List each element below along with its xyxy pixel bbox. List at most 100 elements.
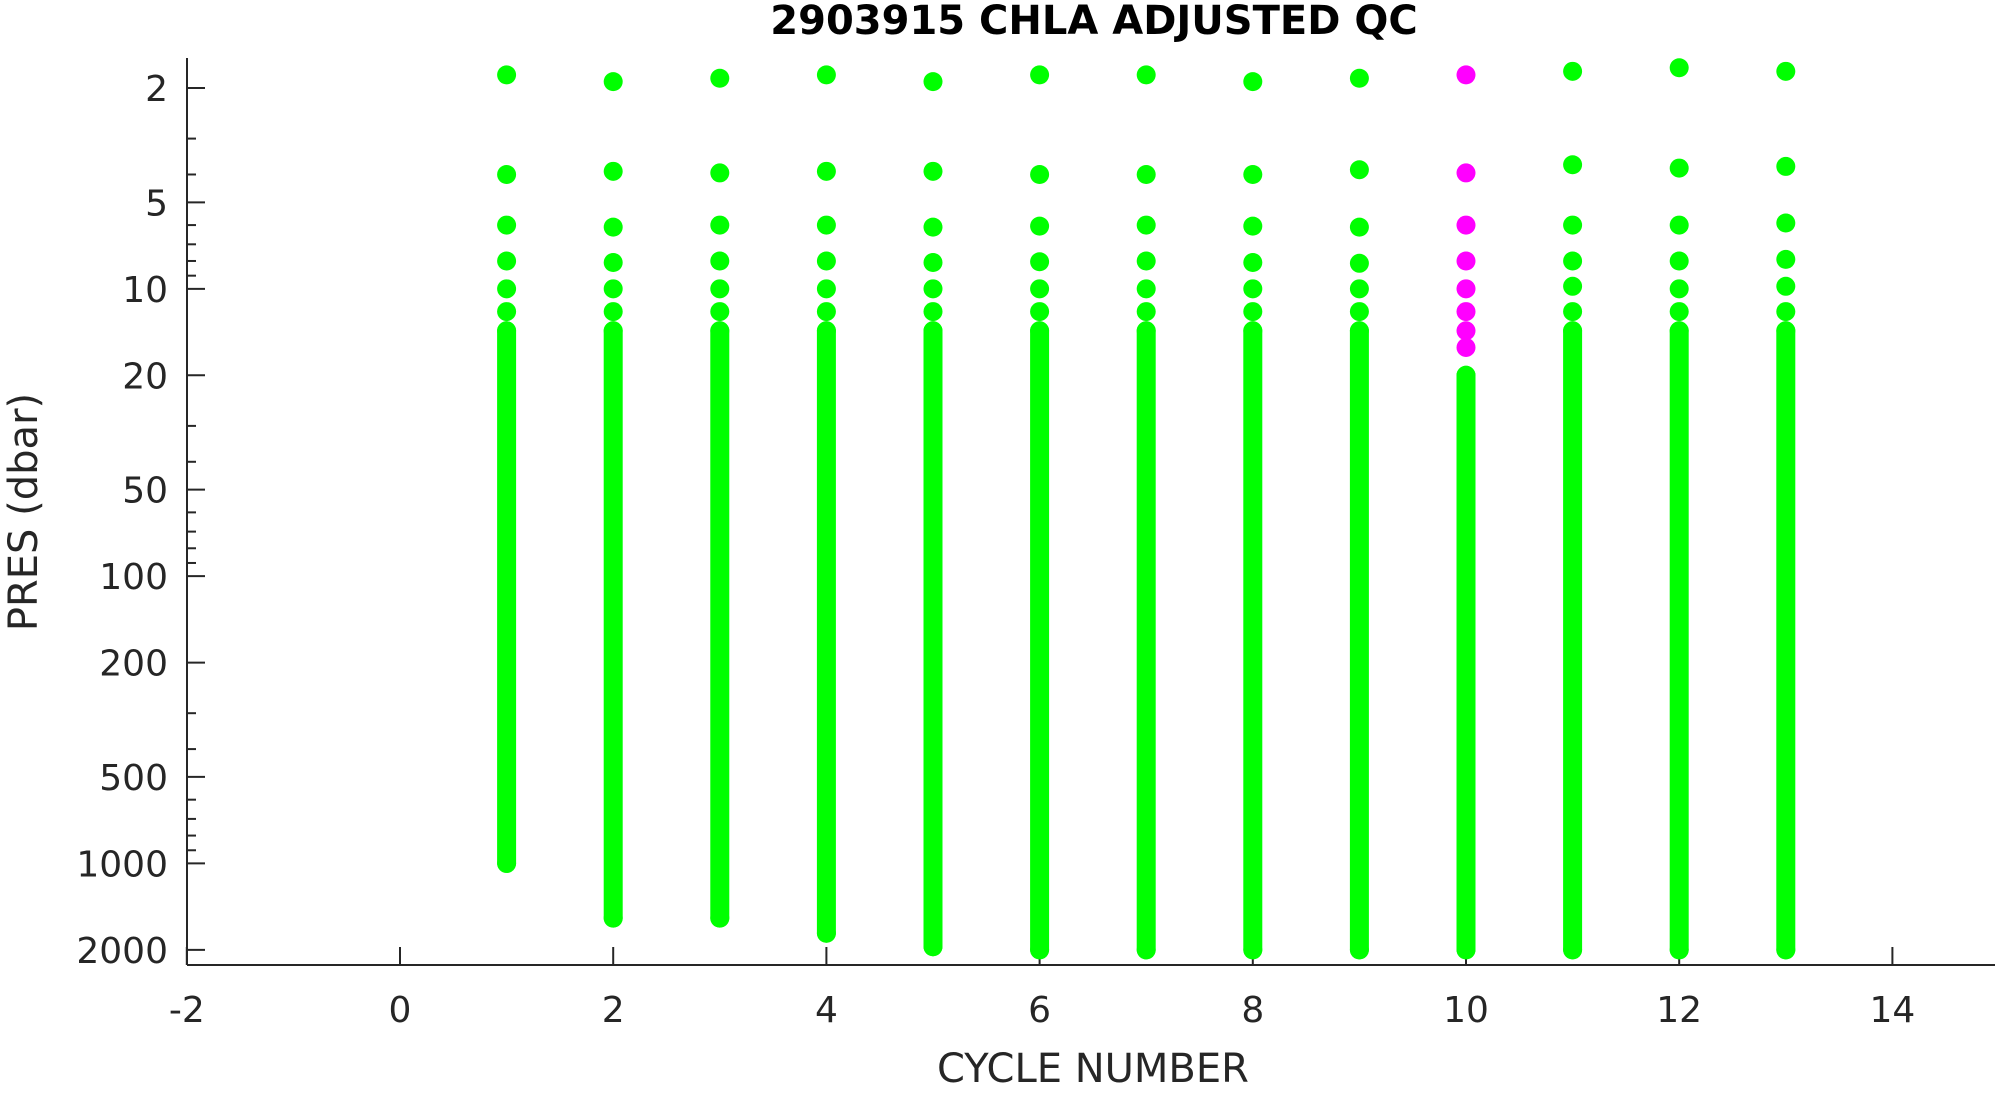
data-point (603, 217, 623, 237)
data-point (497, 321, 517, 341)
data-point (1669, 58, 1689, 78)
data-point (1456, 163, 1476, 183)
data-point (1349, 302, 1369, 322)
data-point (1669, 251, 1689, 271)
data-point (1349, 217, 1369, 237)
data-point (1669, 215, 1689, 235)
data-point (603, 302, 623, 322)
data-point (1136, 215, 1156, 235)
data-point (1563, 251, 1583, 271)
data-point (1030, 940, 1050, 960)
data-point (923, 302, 943, 322)
data-point (1243, 253, 1263, 273)
data-point (1243, 940, 1263, 960)
data-point (816, 321, 836, 341)
data-point (923, 217, 943, 237)
x-axis-ticks: -2 0 2 4 6 8 10 12 14 (169, 947, 1915, 1031)
data-point (1030, 321, 1050, 341)
data-point (1136, 321, 1156, 341)
data-point (1456, 940, 1476, 960)
data-point (603, 908, 623, 928)
data-point (603, 161, 623, 181)
chart-title: 2903915 CHLA ADJUSTED QC (770, 0, 1417, 44)
data-point (710, 163, 730, 183)
data-point (1349, 253, 1369, 273)
y-tick-label: 2 (145, 69, 168, 110)
data-point (1243, 72, 1263, 92)
y-tick-label: 5 (145, 183, 168, 224)
data-point (1136, 164, 1156, 184)
data-point (497, 853, 517, 873)
y-tick-label: 2000 (76, 931, 168, 972)
data-point (923, 161, 943, 181)
data-point (710, 279, 730, 299)
data-point (1776, 321, 1796, 341)
data-point (816, 161, 836, 181)
data-point (497, 215, 517, 235)
data-point (1136, 251, 1156, 271)
data-point (1669, 940, 1689, 960)
data-point (1349, 68, 1369, 88)
data-point (1456, 279, 1476, 299)
data-point (1456, 302, 1476, 322)
data-point (1563, 940, 1583, 960)
data-point (710, 302, 730, 322)
y-tick-label: 20 (122, 356, 168, 397)
data-point (1563, 302, 1583, 322)
x-tick-label: 10 (1443, 990, 1489, 1031)
data-point (816, 251, 836, 271)
data-point (1349, 940, 1369, 960)
data-point (497, 164, 517, 184)
data-point (497, 65, 517, 85)
x-tick-label: 12 (1656, 990, 1702, 1031)
data-point (816, 302, 836, 322)
y-tick-label: 10 (122, 270, 168, 311)
data-point (1776, 940, 1796, 960)
data-point (1136, 940, 1156, 960)
data-point (1349, 160, 1369, 180)
data-point (923, 72, 943, 92)
data-point (1243, 279, 1263, 299)
data-point (497, 279, 517, 299)
y-tick-label: 50 (122, 471, 168, 512)
data-point (1243, 164, 1263, 184)
x-axis: -2 0 2 4 6 8 10 12 14 (169, 947, 1995, 1031)
data-point (1243, 321, 1263, 341)
data-point (1563, 276, 1583, 296)
data-point (1136, 65, 1156, 85)
data-point (816, 923, 836, 943)
data-point (1669, 302, 1689, 322)
data-point (1563, 215, 1583, 235)
data-point (710, 215, 730, 235)
data-point (1030, 164, 1050, 184)
data-point (1030, 302, 1050, 322)
data-point (1349, 321, 1369, 341)
data-point (1563, 321, 1583, 341)
data-point (603, 72, 623, 92)
x-tick-label: 0 (389, 990, 412, 1031)
data-point (1136, 279, 1156, 299)
data-point (710, 68, 730, 88)
data-point (1136, 302, 1156, 322)
data-point (1776, 302, 1796, 322)
data-point (1243, 216, 1263, 236)
x-tick-label: 14 (1869, 990, 1915, 1031)
data-point (710, 908, 730, 928)
data-point (816, 215, 836, 235)
x-tick-label: 8 (1241, 990, 1264, 1031)
x-axis-label: CYCLE NUMBER (937, 1046, 1249, 1088)
data-point (1563, 155, 1583, 175)
data-point (1349, 279, 1369, 299)
data-point (497, 251, 517, 271)
plot-area (497, 58, 1796, 960)
y-axis-ticks: 2 5 10 20 50 100 200 500 1000 2000 (76, 69, 205, 972)
data-point (1030, 65, 1050, 85)
data-point (923, 253, 943, 273)
data-point (1456, 215, 1476, 235)
data-point (603, 279, 623, 299)
data-point (1669, 279, 1689, 299)
y-tick-label: 200 (99, 644, 168, 685)
data-point (923, 279, 943, 299)
